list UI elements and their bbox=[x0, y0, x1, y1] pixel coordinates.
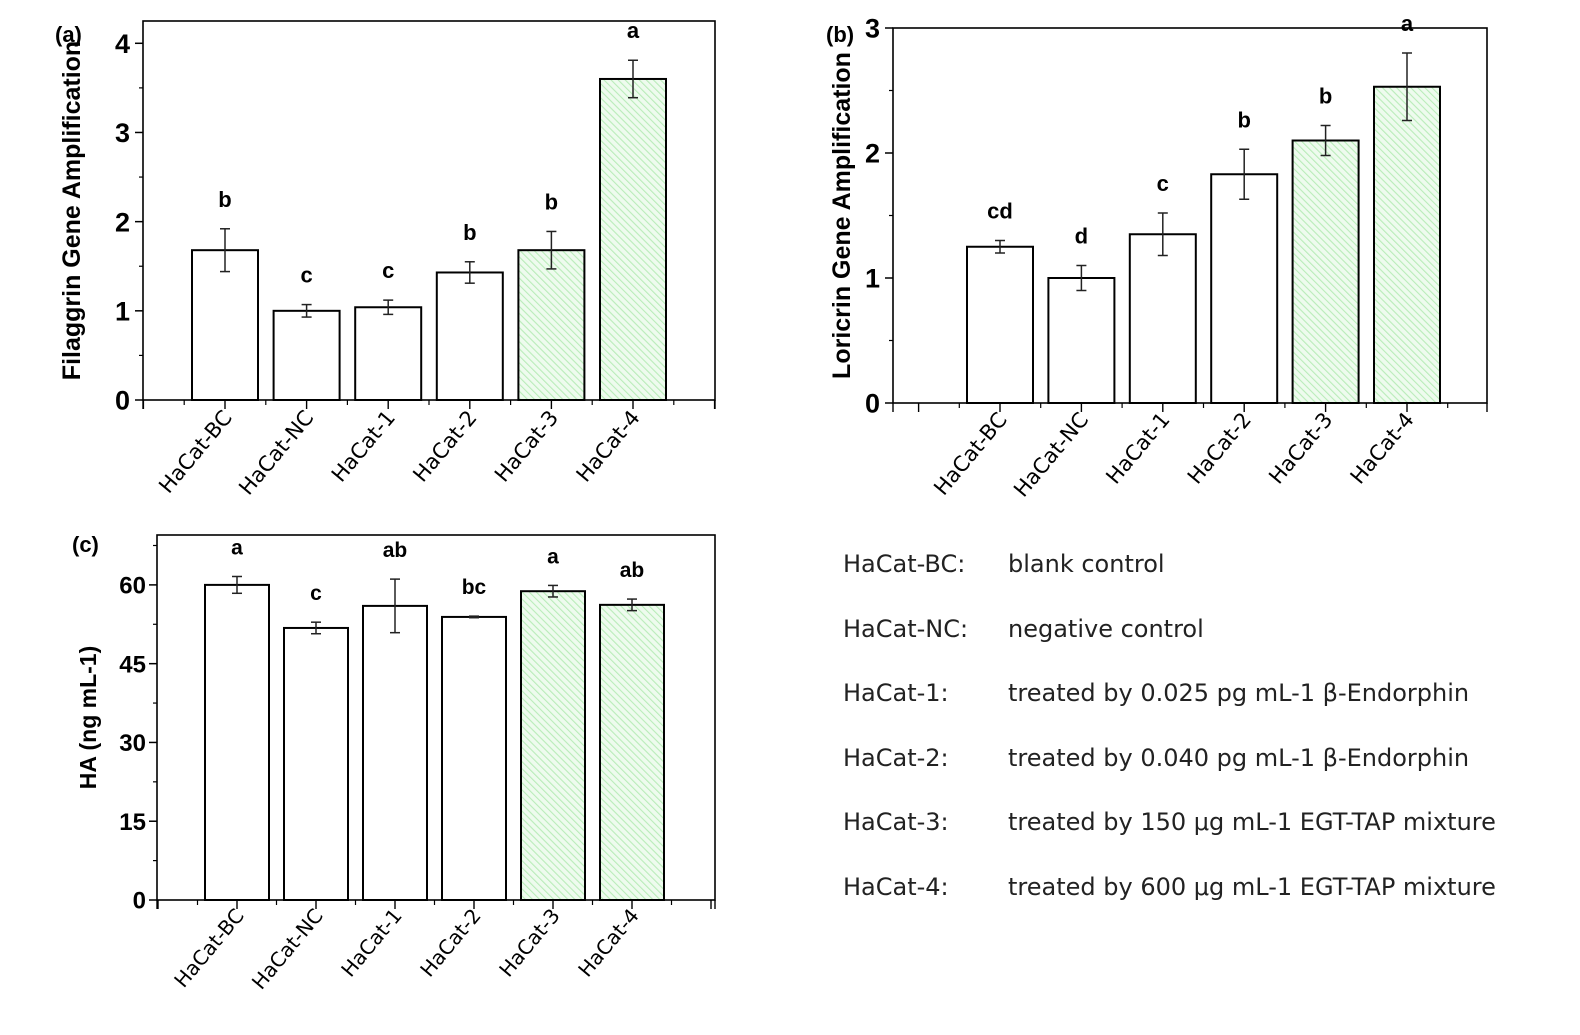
legend-key: HaCat-NC: bbox=[843, 614, 969, 643]
legend-key: HaCat-BC: bbox=[843, 550, 966, 578]
bar-hacat-1 bbox=[1128, 233, 1197, 404]
legend-item: HaCat-BC: blank control bbox=[843, 550, 1496, 615]
y-tick-label: 2 bbox=[865, 139, 880, 169]
bar-hacat-2 bbox=[1210, 173, 1279, 404]
y-tick-label: 2 bbox=[115, 207, 130, 237]
x-tick-label: HaCat-4 bbox=[1346, 408, 1419, 489]
panel-label: (b) bbox=[826, 22, 854, 47]
bar-hacat-nc bbox=[1047, 277, 1116, 404]
legend-description: treated by 0.040 pg mL-1 β-Endorphin bbox=[1008, 743, 1470, 772]
significance-label: c bbox=[300, 263, 312, 288]
significance-label: ab bbox=[620, 559, 645, 582]
legend-description: negative control bbox=[1008, 614, 1204, 643]
significance-label: ab bbox=[383, 539, 408, 562]
y-tick-label: 60 bbox=[119, 573, 146, 600]
legend-item: HaCat-3: treated by 150 μg mL-1 EGT-TAP m… bbox=[843, 808, 1496, 873]
significance-label: a bbox=[231, 536, 243, 559]
bar-hacat-bc bbox=[204, 583, 270, 901]
x-tick-label: HaCat-3 bbox=[494, 904, 565, 982]
legend-description: treated by 150 μg mL-1 EGT-TAP mixture bbox=[1008, 808, 1496, 836]
x-tick-label: HaCat-BC bbox=[154, 406, 237, 498]
x-tick-label: HaCat-2 bbox=[408, 406, 481, 487]
bar-hacat-1 bbox=[362, 604, 428, 901]
y-tick-label: 1 bbox=[115, 297, 130, 327]
significance-label: a bbox=[547, 545, 559, 568]
bar-hacat-3 bbox=[517, 249, 586, 401]
significance-label: d bbox=[1075, 224, 1088, 249]
panel-label: (a) bbox=[55, 22, 82, 47]
x-tick-label: HaCat-2 bbox=[415, 904, 486, 982]
y-axis-label: HA (ng mL-1) bbox=[75, 646, 101, 790]
x-tick-label: HaCat-1 bbox=[336, 904, 407, 982]
bar-hacat-nc bbox=[283, 626, 349, 901]
significance-label: cd bbox=[987, 199, 1013, 224]
significance-label: c bbox=[310, 582, 322, 605]
x-tick-label: HaCat-NC bbox=[1009, 408, 1093, 502]
bar-hacat-4 bbox=[599, 77, 667, 402]
x-tick-label: HaCat-BC bbox=[169, 904, 249, 992]
bar-hacat-bc bbox=[966, 245, 1034, 404]
y-tick-label: 0 bbox=[865, 389, 880, 419]
legend-item: HaCat-1: treated by 0.025 pg mL-1 β-Endor… bbox=[843, 679, 1496, 744]
significance-label: a bbox=[1401, 11, 1414, 36]
bar-hacat-3 bbox=[1291, 139, 1360, 404]
legend-description: treated by 600 μg mL-1 EGT-TAP mixture bbox=[1008, 872, 1496, 901]
bar-hacat-4 bbox=[599, 603, 665, 902]
bar-hacat-1 bbox=[354, 306, 423, 401]
bar-hacat-3 bbox=[520, 590, 586, 902]
y-tick-label: 45 bbox=[119, 651, 146, 678]
x-tick-label: HaCat-2 bbox=[1183, 408, 1256, 489]
legend-description: blank control bbox=[1008, 550, 1165, 578]
y-tick-label: 4 bbox=[115, 29, 130, 59]
bar-hacat-4 bbox=[1373, 85, 1441, 404]
y-tick-label: 0 bbox=[133, 888, 146, 915]
group-legend: HaCat-BC: blank control HaCat-NC: negative… bbox=[843, 550, 1496, 937]
bar-hacat-2 bbox=[441, 615, 507, 901]
significance-label: b bbox=[545, 189, 558, 214]
significance-label: b bbox=[463, 220, 476, 245]
bar-hacat-nc bbox=[272, 309, 341, 401]
significance-label: b bbox=[218, 187, 231, 212]
y-tick-label: 0 bbox=[115, 386, 130, 416]
y-tick-label: 30 bbox=[119, 730, 146, 757]
panel-c-ha-chart: 0 15 30 45 60 HA (ng mL-1) (c) a HaCat-BC c HaCat-… bbox=[72, 532, 716, 994]
legend-key: HaCat-1: bbox=[843, 679, 949, 707]
y-tick-label: 15 bbox=[119, 809, 146, 836]
significance-label: c bbox=[1157, 171, 1169, 196]
x-tick-label: HaCat-NC bbox=[247, 904, 328, 994]
x-tick-label: HaCat-3 bbox=[490, 406, 563, 487]
y-axis-label: Loricrin Gene Amplification bbox=[828, 52, 856, 379]
legend-key: HaCat-4: bbox=[843, 872, 949, 901]
bar-hacat-bc bbox=[191, 249, 259, 401]
y-tick-label: 3 bbox=[865, 14, 880, 44]
y-axis-label: Filaggrin Gene Amplification bbox=[58, 41, 86, 380]
x-tick-label: HaCat-1 bbox=[327, 406, 400, 487]
x-tick-label: HaCat-1 bbox=[1101, 408, 1174, 489]
significance-label: b bbox=[1319, 84, 1332, 109]
x-tick-label: HaCat-NC bbox=[234, 406, 318, 500]
legend-item: HaCat-NC: negative control bbox=[843, 615, 1496, 680]
legend-key: HaCat-3: bbox=[843, 808, 949, 836]
x-tick-label: HaCat-4 bbox=[573, 904, 644, 982]
bar-hacat-2 bbox=[435, 271, 504, 402]
legend-key: HaCat-2: bbox=[843, 743, 949, 772]
significance-label: bc bbox=[462, 576, 487, 599]
x-tick-label: HaCat-3 bbox=[1264, 408, 1337, 489]
significance-label: c bbox=[382, 258, 394, 283]
legend-item: HaCat-2: treated by 0.040 pg mL-1 β-Endor… bbox=[843, 744, 1496, 809]
y-tick-label: 1 bbox=[865, 264, 880, 294]
panel-label: (c) bbox=[72, 532, 99, 557]
plot-frame bbox=[156, 534, 716, 901]
legend-description: treated by 0.025 pg mL-1 β-Endorphin bbox=[1008, 679, 1470, 707]
x-tick-label: HaCat-BC bbox=[929, 408, 1012, 500]
y-tick-label: 3 bbox=[115, 118, 130, 148]
significance-label: a bbox=[627, 18, 640, 43]
legend-item: HaCat-4: treated by 600 μg mL-1 EGT-TAP m… bbox=[843, 873, 1496, 938]
significance-label: b bbox=[1237, 107, 1250, 132]
panel-a-filaggrin-chart: 0 1 2 3 4 Filaggrin Gene Amplification(a) b HaC… bbox=[55, 18, 716, 500]
x-tick-label: HaCat-4 bbox=[572, 406, 645, 487]
